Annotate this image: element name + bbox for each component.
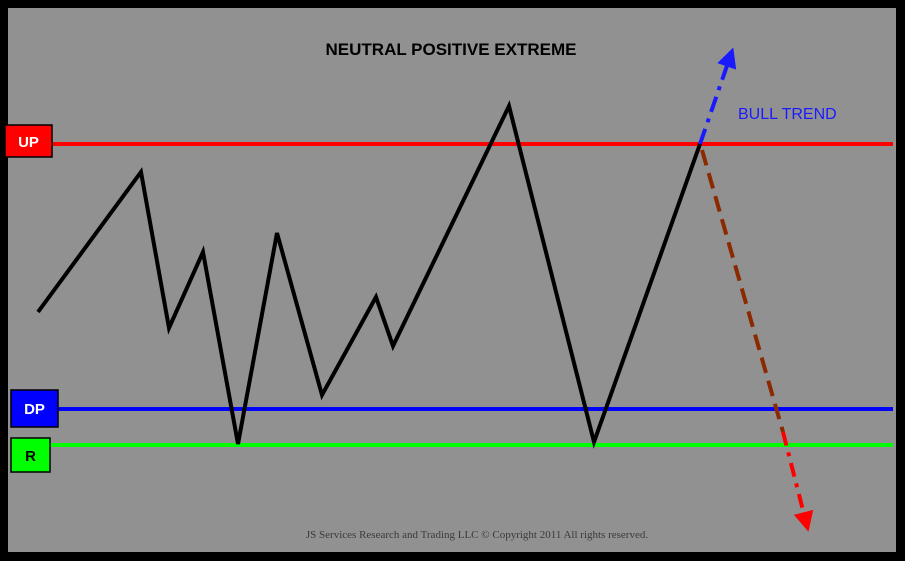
dp-level-label: DP [24, 401, 45, 418]
bear-projection-arrow [781, 431, 814, 532]
up-level-label: UP [18, 134, 39, 151]
bull-trend-label: BULL TREND [738, 106, 837, 123]
diagram-panel [8, 8, 896, 552]
up-level-badge: UP [4, 124, 53, 158]
r-level-label: R [25, 448, 36, 465]
bull-trend-arrow [698, 47, 737, 145]
r-level-badge: R [10, 437, 51, 473]
bear-projection-line [700, 149, 785, 433]
dp-level-badge: DP [10, 389, 59, 428]
price-path [36, 100, 702, 449]
copyright-footer: JS Services Research and Trading LLC © C… [306, 529, 648, 541]
diagram-title: NEUTRAL POSITIVE EXTREME [326, 40, 577, 59]
